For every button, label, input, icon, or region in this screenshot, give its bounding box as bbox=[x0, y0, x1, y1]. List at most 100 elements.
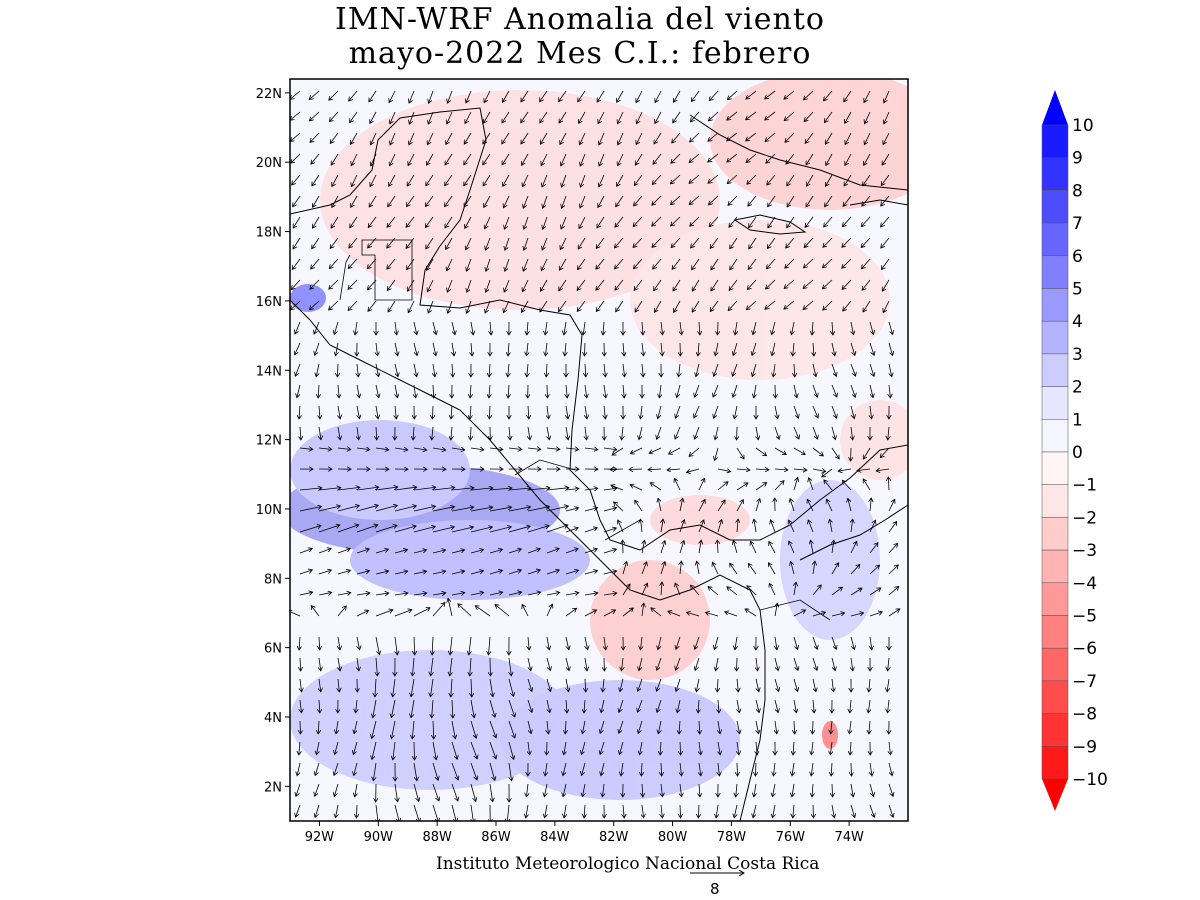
wind-vector bbox=[376, 426, 377, 440]
wind-vector bbox=[489, 363, 490, 377]
wind-vector bbox=[616, 300, 624, 312]
wind-vector bbox=[623, 384, 624, 398]
wind-vector bbox=[654, 132, 662, 144]
wind-vector bbox=[338, 384, 339, 398]
wind-vector bbox=[736, 469, 750, 470]
wind-vector bbox=[318, 525, 340, 533]
wind-vector bbox=[565, 549, 578, 554]
wind-vector bbox=[845, 153, 852, 165]
wind-vector bbox=[604, 636, 606, 650]
wind-vector bbox=[671, 237, 681, 248]
wind-vector bbox=[395, 321, 397, 335]
wind-vector bbox=[775, 636, 777, 650]
wind-vector bbox=[787, 174, 795, 186]
wind-vector bbox=[387, 279, 396, 290]
wind-vector bbox=[630, 447, 643, 454]
wind-vector bbox=[793, 342, 794, 356]
wind-vector bbox=[674, 478, 681, 491]
wind-vector bbox=[351, 195, 358, 207]
wind-vector bbox=[337, 570, 350, 575]
wind-vector bbox=[546, 488, 569, 490]
wind-vector bbox=[623, 342, 624, 356]
wind-vector bbox=[577, 279, 586, 290]
wind-vector bbox=[604, 384, 606, 398]
wind-vector bbox=[331, 153, 339, 165]
wind-vector bbox=[715, 426, 719, 440]
wind-vector bbox=[584, 804, 585, 818]
wind-vector bbox=[349, 237, 358, 248]
wind-vector bbox=[334, 762, 339, 775]
wind-vector bbox=[490, 321, 491, 335]
wind-vector bbox=[540, 279, 548, 291]
wind-vector bbox=[450, 636, 452, 655]
wind-vector bbox=[774, 657, 778, 671]
wind-vector bbox=[394, 804, 399, 821]
wind-vector bbox=[508, 720, 515, 738]
wind-vector bbox=[388, 195, 396, 207]
wind-vector bbox=[697, 561, 699, 575]
wind-vector bbox=[446, 132, 453, 144]
wind-vector bbox=[793, 447, 805, 455]
wind-vector bbox=[736, 783, 737, 797]
wind-vector bbox=[527, 699, 532, 712]
wind-vector bbox=[888, 565, 898, 575]
wind-vector bbox=[566, 678, 569, 692]
wind-vector bbox=[524, 216, 529, 229]
wind-vector bbox=[413, 487, 436, 491]
wind-vector bbox=[831, 384, 837, 397]
wind-vector bbox=[883, 132, 890, 145]
wind-vector bbox=[698, 520, 704, 533]
wind-vector bbox=[842, 237, 852, 247]
wind-vector bbox=[585, 426, 587, 440]
wind-vector bbox=[832, 783, 833, 797]
wind-vector bbox=[560, 132, 567, 144]
wind-vector bbox=[825, 195, 833, 207]
wind-vector bbox=[470, 762, 477, 780]
wind-vector bbox=[635, 300, 643, 312]
wind-vector bbox=[376, 804, 378, 821]
wind-vector bbox=[390, 132, 396, 145]
wind-vector bbox=[824, 216, 833, 227]
colorbar-label: −10 bbox=[1072, 770, 1108, 790]
wind-vector bbox=[489, 783, 493, 802]
wind-vector bbox=[562, 195, 567, 208]
wind-vector bbox=[747, 586, 757, 596]
colorbar-segment bbox=[1041, 680, 1069, 714]
wind-vector bbox=[334, 321, 339, 334]
colorbar-segment bbox=[1041, 222, 1069, 257]
wind-vector bbox=[300, 426, 301, 440]
wind-vector bbox=[733, 384, 738, 397]
wind-vector bbox=[870, 498, 871, 512]
wind-vector bbox=[524, 237, 529, 250]
wind-vector bbox=[748, 563, 757, 575]
lon-tick-label: 92W bbox=[305, 830, 335, 845]
wind-vector bbox=[717, 482, 728, 491]
wind-vector bbox=[299, 549, 312, 554]
wind-vector bbox=[585, 636, 588, 650]
wind-vector bbox=[372, 741, 377, 760]
wind-vector bbox=[755, 469, 769, 470]
wind-vector bbox=[699, 783, 700, 797]
wind-vector bbox=[318, 570, 331, 575]
wind-vector bbox=[451, 783, 458, 801]
wind-vector bbox=[881, 195, 890, 206]
wind-vector bbox=[394, 571, 408, 575]
wind-vector bbox=[889, 741, 891, 755]
wind-vector bbox=[582, 720, 585, 734]
wind-vector bbox=[451, 678, 452, 697]
longitude-axis: 92W 90W 88W 86W 84W 82W 80W 78W 76W 74W bbox=[305, 821, 864, 845]
wind-vector bbox=[395, 342, 398, 356]
credit-text: Instituto Meteorologico Nacional Costa R… bbox=[436, 854, 820, 874]
wind-vector bbox=[432, 571, 446, 575]
wind-vector bbox=[736, 500, 743, 512]
wind-vector bbox=[832, 321, 833, 335]
wind-vector bbox=[603, 549, 616, 554]
wind-vector bbox=[337, 606, 346, 617]
wind-vector bbox=[502, 111, 510, 123]
wind-vector bbox=[615, 258, 624, 269]
wind-vector bbox=[486, 279, 491, 292]
wind-vector bbox=[849, 720, 851, 734]
wind-vector bbox=[315, 804, 320, 817]
wind-vector bbox=[864, 90, 871, 103]
wind-vector bbox=[791, 321, 794, 335]
